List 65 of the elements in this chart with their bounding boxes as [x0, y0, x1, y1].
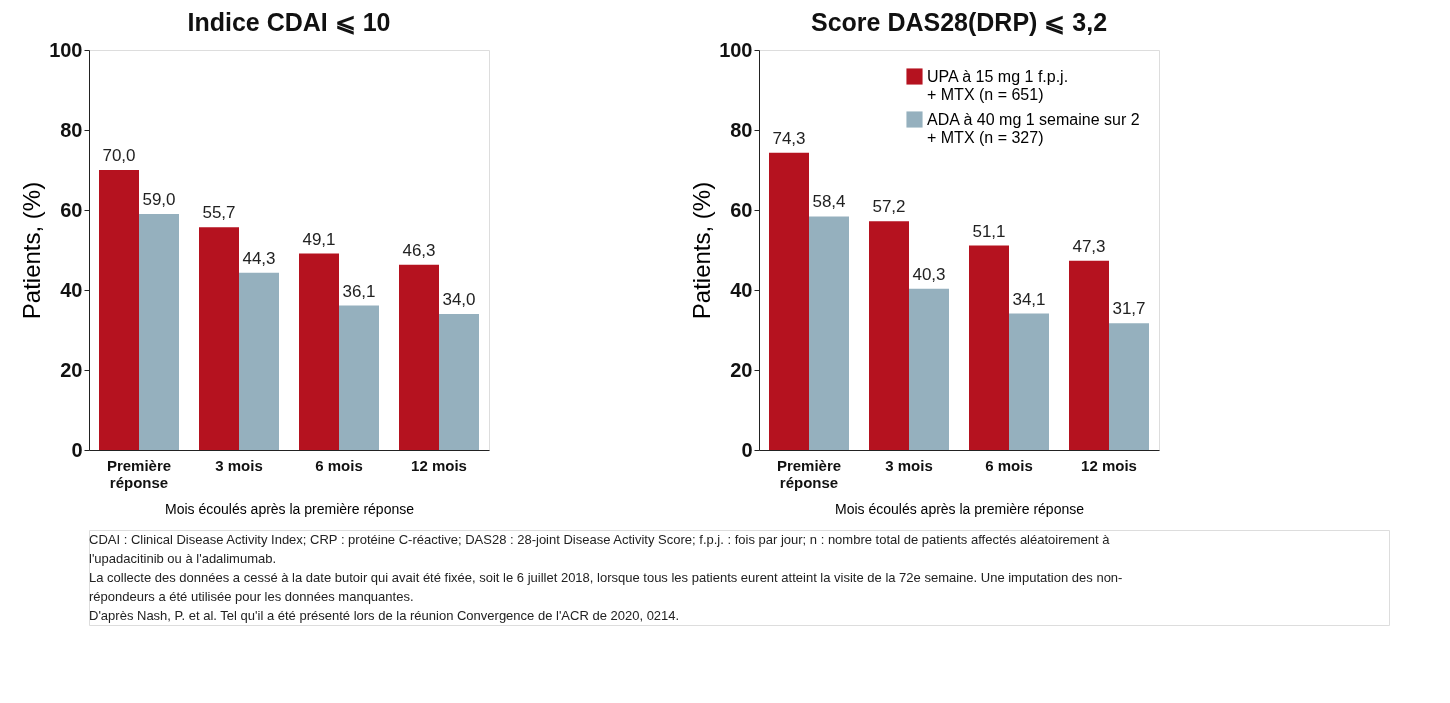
data-label: 57,2: [872, 197, 906, 217]
bar: [239, 272, 279, 450]
x-tick-label: 6 mois: [315, 456, 363, 474]
bar: [1109, 323, 1149, 450]
data-label: 51,1: [972, 221, 1006, 241]
x-axis-title: Mois écoulés après la première réponse: [834, 500, 1085, 517]
x-tick-label: Première réponse: [776, 456, 842, 491]
data-label: 36,1: [342, 281, 376, 301]
text: CDAI : Clinical Disease Activity Index; CRP : protéine C-réactive; DAS28 : 28-joint Disease Activity Score; f.p.j. : fois par jour; n : nombre total de patients affectés aléatoirement à: [89, 531, 1111, 547]
bar: [199, 227, 239, 450]
y-tick-label: 60: [60, 198, 83, 221]
text: La collecte des données a cessé à la date butoir qui avait été fixée, soit le 6 juillet 2018, lorsque tous les patients eurent atteint la visite de la 72e semaine. Une imputation des non-: [89, 569, 1123, 585]
y-tick-label: 0: [71, 438, 83, 461]
legend-label: ADA à 40 mg 1 semaine sur 2 + MTX (n = 327): [927, 110, 1140, 146]
y-axis-title: Patients, (%): [18, 181, 46, 320]
text: répondeurs a été utilisée pour les données manquantes.: [89, 588, 414, 604]
bar: [139, 214, 179, 450]
x-tick-label: 12 mois: [1081, 456, 1137, 474]
y-tick-label: 80: [730, 118, 753, 141]
data-label: 47,3: [1072, 236, 1106, 256]
x-tick-label: 3 mois: [885, 456, 933, 474]
text: l'upadacitinib ou à l'adalimumab.: [89, 550, 277, 566]
y-tick-label: 40: [60, 278, 83, 301]
y-axis-title: Patients, (%): [688, 181, 716, 320]
y-tick-label: 100: [49, 38, 83, 61]
bar: [339, 305, 379, 450]
bar: [869, 221, 909, 450]
data-label: 44,3: [242, 248, 276, 268]
bar: [399, 264, 439, 450]
chart-title: Indice CDAI ⩽ 10: [187, 8, 391, 36]
bar: [439, 314, 479, 450]
y-tick-label: 20: [60, 358, 83, 381]
chart-title: Score DAS28(DRP) ⩽ 3,2: [810, 8, 1108, 36]
legend-label: UPA à 15 mg 1 f.p.j. + MTX (n = 651): [927, 67, 1069, 103]
y-tick-label: 20: [730, 358, 753, 381]
data-label: 70,0: [102, 146, 136, 165]
data-label: 34,0: [442, 290, 476, 309]
bar: [299, 253, 339, 450]
data-label: 55,7: [202, 203, 236, 223]
bar: [99, 170, 139, 450]
bar: [1069, 260, 1109, 450]
x-tick-label: Première réponse: [106, 456, 172, 491]
data-label: 59,0: [142, 190, 176, 209]
data-label: 46,3: [402, 240, 436, 260]
x-tick-label: 3 mois: [215, 456, 263, 474]
y-tick-label: 60: [730, 198, 753, 221]
data-label: 40,3: [912, 264, 946, 284]
data-label: 31,7: [1112, 299, 1146, 319]
bar: [969, 245, 1009, 450]
data-label: 49,1: [302, 229, 336, 249]
text: D'après Nash, P. et al. Tel qu'il a été présenté lors de la réunion Convergence de l'ACR de 2020, 0214.: [89, 607, 680, 623]
y-tick-label: 100: [719, 38, 753, 61]
y-tick-label: 40: [730, 278, 753, 301]
x-axis-title: Mois écoulés après la première réponse: [164, 500, 415, 517]
y-tick-label: 0: [741, 438, 753, 461]
data-label: 74,3: [772, 128, 806, 148]
bar: [1009, 313, 1049, 450]
bar: [809, 216, 849, 450]
data-label: 34,1: [1012, 289, 1046, 309]
data-label: 58,4: [812, 192, 846, 212]
bar: [769, 152, 809, 450]
y-tick-label: 80: [60, 118, 83, 141]
x-tick-label: 12 mois: [411, 456, 467, 474]
bar: [909, 288, 949, 450]
x-tick-label: 6 mois: [985, 456, 1033, 474]
